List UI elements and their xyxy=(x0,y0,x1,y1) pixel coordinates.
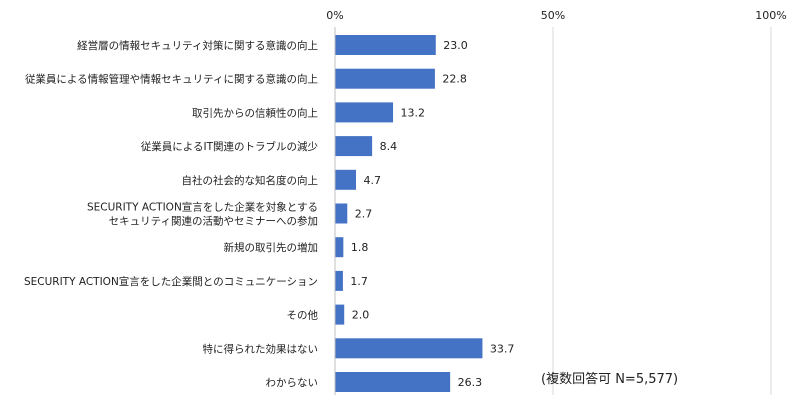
category-label: SECURITY ACTION宣言をした企業を対象とするセキュリティ関連の活動や… xyxy=(87,201,318,228)
value-label: 33.7 xyxy=(490,342,515,355)
category-label: その他 xyxy=(287,309,319,322)
value-label: 23.0 xyxy=(443,39,468,52)
value-label: 22.8 xyxy=(442,73,467,86)
bar xyxy=(335,338,483,359)
bar xyxy=(335,102,394,123)
bar xyxy=(335,372,451,392)
bar xyxy=(335,136,373,157)
category-label: SECURITY ACTION宣言をした企業間とのコミュニケーション xyxy=(24,275,318,288)
category-label: 経営層の情報セキュリティ対策に関する意識の向上 xyxy=(77,39,318,52)
category-label: 従業員によるIT関連のトラブルの減少 xyxy=(141,140,318,153)
bar xyxy=(335,237,344,258)
category-label-line: SECURITY ACTION宣言をした企業間とのコミュニケーション xyxy=(24,275,318,288)
bar xyxy=(335,304,345,325)
category-label: 従業員による情報管理や情報セキュリティに関する意識の向上 xyxy=(25,73,318,86)
sample-size-note: (複数回答可 N=5,577) xyxy=(541,371,678,387)
category-label-line: わからない xyxy=(266,377,319,389)
category-label: 自社の社会的な知名度の向上 xyxy=(182,174,319,187)
category-label-line: 自社の社会的な知名度の向上 xyxy=(182,174,319,187)
gridlines xyxy=(334,27,772,395)
x-axis-tick-labels: 0% 50% 100% xyxy=(326,9,786,22)
category-label: 特に得られた効果はない xyxy=(203,342,319,355)
value-labels: 23.0 22.8 13.2 8.4 4.7 2.7 1.8 1.7 2.0 33.7 26.3 xyxy=(350,39,514,389)
bar xyxy=(335,68,435,89)
value-label: 1.8 xyxy=(351,241,369,254)
value-label: 26.3 xyxy=(458,376,483,389)
bars xyxy=(335,35,483,392)
category-label: 新規の取引先の増加 xyxy=(224,241,319,254)
category-label-line: 従業員による情報管理や情報セキュリティに関する意識の向上 xyxy=(25,73,318,86)
value-label: 1.7 xyxy=(350,275,368,288)
x-tick-label: 0% xyxy=(326,9,343,22)
category-label-line: SECURITY ACTION宣言をした企業を対象とする xyxy=(87,201,318,214)
bar xyxy=(335,35,436,55)
bar xyxy=(335,270,343,291)
value-label: 8.4 xyxy=(380,140,398,153)
category-labels: 経営層の情報セキュリティ対策に関する意識の向上従業員による情報管理や情報セキュリ… xyxy=(24,39,319,389)
bar xyxy=(335,169,356,190)
value-label: 13.2 xyxy=(401,106,426,119)
x-tick-label: 50% xyxy=(541,9,565,22)
value-label: 4.7 xyxy=(363,174,381,187)
category-label-line: 経営層の情報セキュリティ対策に関する意識の向上 xyxy=(77,39,318,52)
category-label: 取引先からの信頼性の向上 xyxy=(192,106,318,119)
value-label: 2.0 xyxy=(352,309,370,322)
category-label-line: 新規の取引先の増加 xyxy=(224,241,319,254)
category-label-line: 特に得られた効果はない xyxy=(203,342,319,355)
category-label-line: 従業員によるIT関連のトラブルの減少 xyxy=(141,140,318,153)
category-label: わからない xyxy=(266,377,319,389)
category-label-line: 取引先からの信頼性の向上 xyxy=(192,106,318,119)
value-label: 2.7 xyxy=(355,208,373,221)
category-label-line: その他 xyxy=(287,309,319,322)
bar xyxy=(335,203,348,224)
category-label-line: セキュリティ関連の活動やセミナーへの参加 xyxy=(109,215,318,228)
x-tick-label: 100% xyxy=(755,9,786,22)
